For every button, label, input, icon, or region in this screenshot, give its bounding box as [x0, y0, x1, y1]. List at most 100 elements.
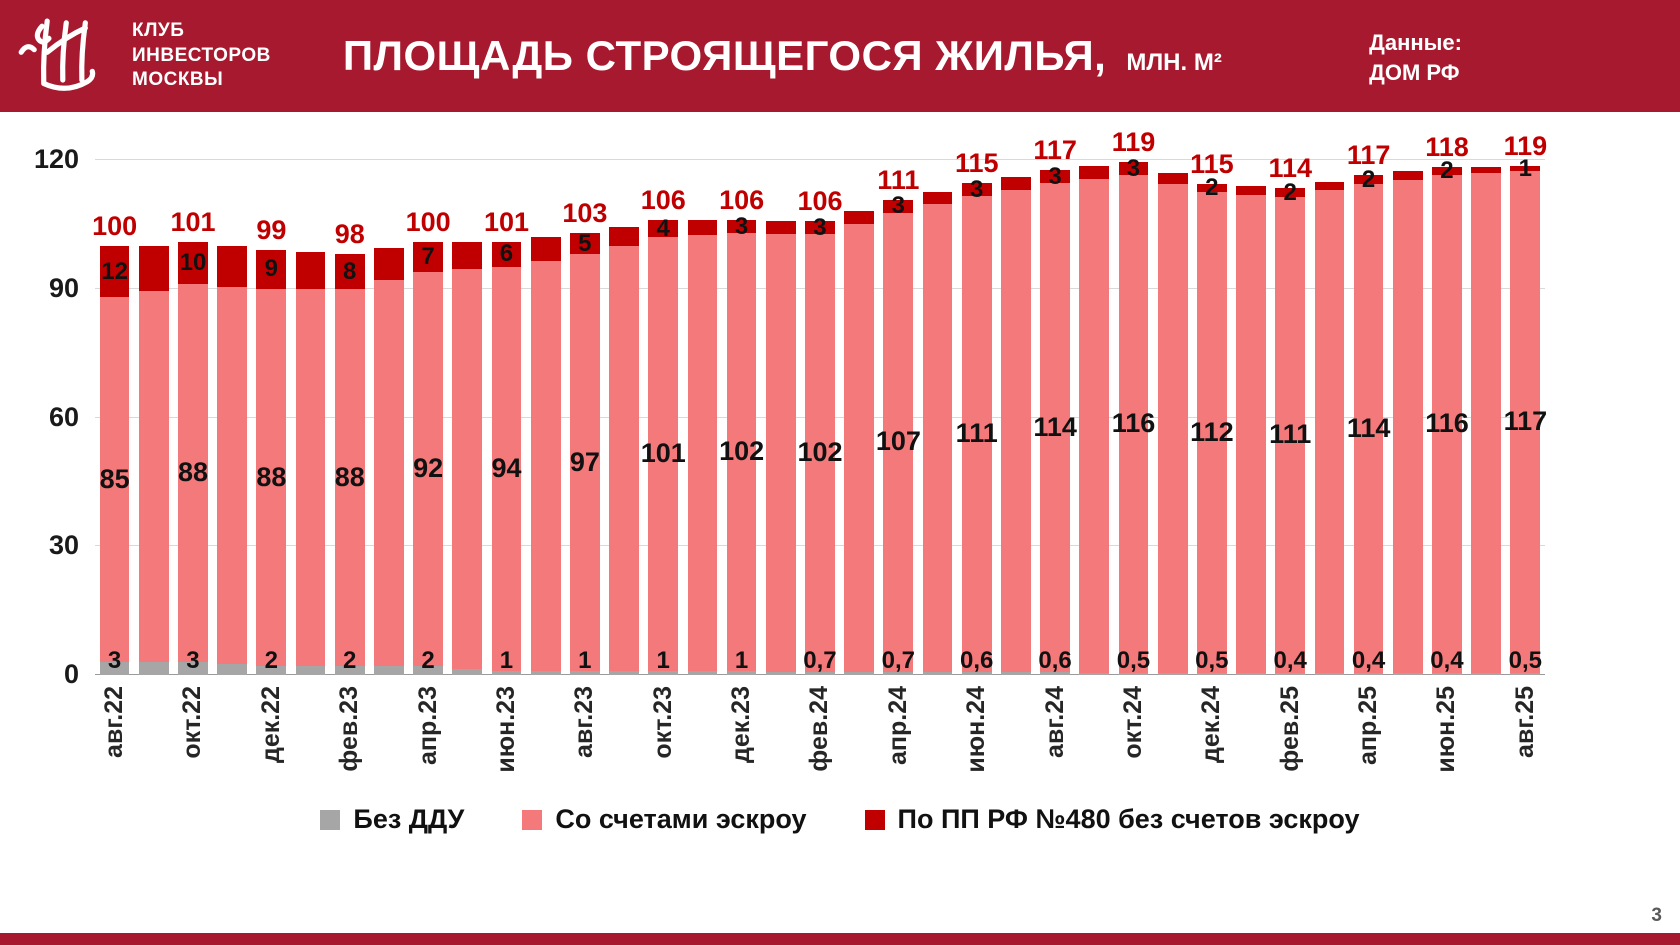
x-tick-slot: авг.25: [1506, 682, 1545, 800]
bar-escrow-label: 112: [1190, 416, 1234, 447]
segment-escrow: [1236, 194, 1266, 674]
x-tick-label: апр.24: [883, 686, 912, 766]
x-tick-label: авг.24: [1040, 686, 1069, 758]
stacked-bar: [844, 210, 875, 675]
bar-no-ddu-label: 1: [578, 647, 592, 674]
bar-slot: [134, 160, 173, 675]
segment-escrow: [99, 297, 130, 663]
title-units: МЛН. М²: [1126, 49, 1222, 76]
x-tick-label: окт.22: [178, 686, 207, 759]
bar-escrow-label: 114: [1346, 412, 1391, 443]
segment-no-ddu: [648, 670, 679, 675]
bar-escrow-label: 111: [1269, 419, 1312, 450]
bar-slot: 114 2 111 0,4: [1268, 155, 1312, 675]
y-tick-label: 120: [33, 144, 79, 174]
segment-escrow: [648, 237, 679, 671]
y-tick-label: 90: [48, 272, 79, 303]
footer-bar: [0, 933, 1680, 945]
x-tick-slot: [526, 682, 565, 800]
segment-pp480: [138, 245, 169, 291]
x-tick-slot: [1153, 682, 1192, 800]
bar-no-ddu-label: 2: [264, 647, 279, 674]
x-tick-slot: [1310, 682, 1349, 800]
segment-escrow: [883, 212, 914, 672]
x-tick-slot: авг.24: [1036, 682, 1075, 800]
segment-pp480: [491, 241, 522, 268]
segment-escrow: [1510, 170, 1541, 673]
legend-swatch: [864, 809, 885, 830]
stacked-bar: 117 3 114 0,6: [1033, 137, 1077, 675]
segment-pp480: [1040, 170, 1070, 184]
x-tick-slot: апр.23: [409, 682, 448, 800]
legend-item: Без ДДУ: [320, 804, 464, 835]
segment-pp480: [1471, 166, 1502, 174]
x-tick-slot: фев.24: [800, 682, 839, 800]
stacked-bar: [1079, 166, 1110, 675]
bar-pp480-label: 2: [1205, 173, 1219, 201]
club-name-line: МОСКВЫ: [132, 69, 224, 91]
stacked-bar: 119 1 117 0,5: [1504, 133, 1547, 675]
segment-no-ddu: [374, 666, 404, 675]
segment-pp480: [452, 241, 483, 270]
segment-escrow: [334, 288, 365, 667]
segment-escrow: [138, 290, 169, 663]
x-tick-slot: июн.24: [957, 682, 996, 800]
segment-no-ddu: [178, 662, 208, 675]
bar-pp480-label: 3: [1126, 154, 1141, 182]
bar-total-label: 101: [170, 206, 216, 237]
segment-escrow: [1471, 173, 1502, 674]
segment-no-ddu: [334, 666, 365, 675]
stacked-bar: 119 3 116 0,5: [1112, 129, 1155, 675]
segment-pp480: [1353, 175, 1384, 185]
stacked-bar: [295, 252, 326, 675]
segment-pp480: [1314, 181, 1345, 191]
bar-escrow-label: 102: [797, 437, 843, 468]
bar-pp480-label: 9: [264, 255, 279, 283]
x-tick-slot: [996, 682, 1035, 800]
segment-pp480: [1001, 176, 1031, 190]
segment-escrow: [178, 284, 208, 663]
x-tick-slot: [761, 682, 800, 800]
segment-pp480: [765, 220, 796, 234]
segment-no-ddu: [1236, 673, 1266, 675]
bar-total-label: 106: [797, 186, 843, 217]
bar-total-label: 119: [1503, 131, 1548, 162]
bar-slot: [918, 160, 957, 675]
bar-slot: 115 3 111 0,6: [955, 150, 999, 675]
segment-pp480: [295, 252, 326, 289]
segment-no-ddu: [687, 670, 718, 675]
bar-slot: [996, 160, 1035, 675]
bar-pp480-label: 3: [1048, 162, 1062, 190]
bar-pp480-label: 5: [578, 229, 592, 257]
x-tick-slot: [1231, 682, 1270, 800]
bar-escrow-label: 101: [640, 437, 686, 468]
segment-escrow: [922, 204, 953, 673]
stacked-bar: [1392, 171, 1423, 675]
segment-escrow: [1118, 175, 1149, 673]
segment-escrow: [217, 286, 248, 665]
legend-swatch: [522, 809, 543, 830]
stacked-bar: [138, 245, 169, 675]
bar-escrow-label: 88: [256, 461, 287, 492]
bar-pp480-label: 3: [891, 192, 906, 220]
header: КЛУБ ИНВЕСТОРОВ МОСКВЫ ПЛОЩАДЬ СТРОЯЩЕГО…: [0, 0, 1680, 112]
segment-escrow: [765, 233, 796, 672]
segment-pp480: [1510, 166, 1541, 171]
segment-pp480: [178, 241, 208, 285]
bar-slot: [604, 160, 643, 675]
x-tick-slot: апр.25: [1349, 682, 1388, 800]
club-name: КЛУБ ИНВЕСТОРОВ МОСКВЫ: [132, 19, 271, 93]
data-source-label: Данные:: [1369, 30, 1462, 55]
segment-escrow: [295, 288, 326, 667]
bar-slot: 98 8 88 2: [330, 160, 369, 675]
x-axis-labels: авг.22 окт.22 дек.22 фев.23 апр.23 июн.23 авг.…: [95, 682, 1545, 800]
bar-slot: 101 10 88 3: [170, 160, 216, 675]
bar-total-label: 101: [483, 206, 529, 237]
stacked-bar: 117 2 114 0,4: [1347, 142, 1390, 675]
bar-no-ddu-label: 1: [734, 647, 749, 674]
bar-no-ddu-label: 1: [656, 647, 670, 674]
plot-area: 0 30 60 90 120 100 12 85 3 101 10 88 3 99 9 88 2 98 8 88 2 1…: [34, 129, 1547, 688]
segment-escrow: [1392, 179, 1423, 674]
stacked-bar: [687, 220, 718, 675]
x-tick-slot: [918, 682, 957, 800]
